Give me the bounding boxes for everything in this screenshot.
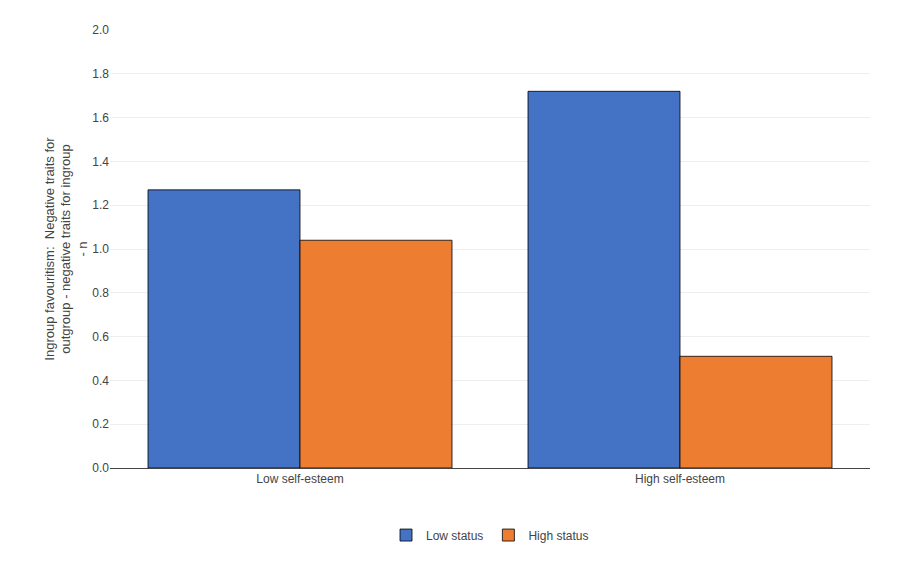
svg-text:1.2: 1.2 [92,198,109,212]
svg-text:0.0: 0.0 [92,461,109,475]
svg-text:1.0: 1.0 [92,242,109,256]
svg-text:Ingroup favouritism: Negative: Ingroup favouritism: Negative traits for… [42,137,91,361]
svg-text:1.8: 1.8 [92,67,109,81]
svg-text:0.8: 0.8 [92,286,109,300]
svg-text:Low self-esteem: Low self-esteem [256,472,343,486]
svg-text:0.2: 0.2 [92,417,109,431]
svg-text:High status: High status [528,529,588,543]
svg-text:1.4: 1.4 [92,155,109,169]
svg-text:1.6: 1.6 [92,111,109,125]
svg-text:2.0: 2.0 [92,23,109,37]
svg-text:0.4: 0.4 [92,374,109,388]
svg-text:Low status: Low status [426,529,483,543]
svg-text:High self-esteem: High self-esteem [635,472,725,486]
svg-text:0.6: 0.6 [92,330,109,344]
